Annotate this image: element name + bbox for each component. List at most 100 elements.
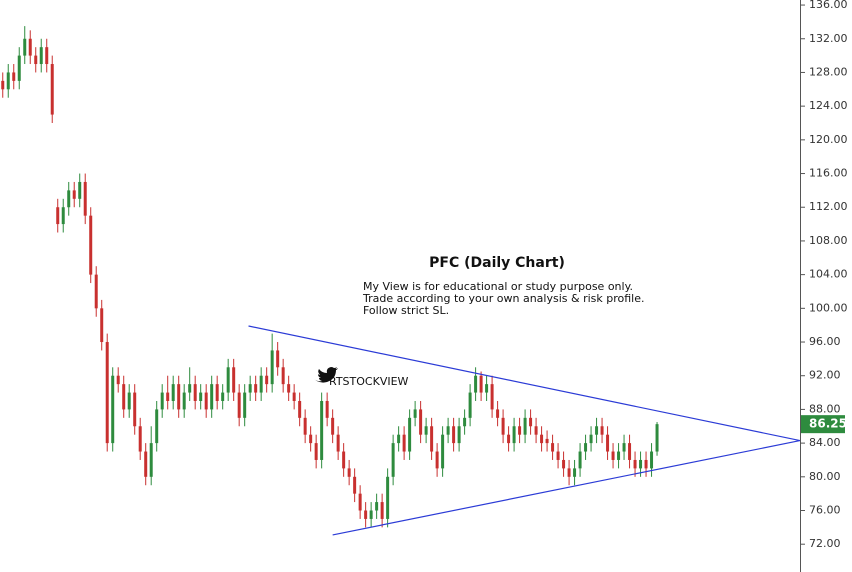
candle-body <box>562 459 566 469</box>
candle-body <box>105 342 109 444</box>
candle-body <box>650 451 654 469</box>
candle-body <box>589 434 593 444</box>
candle-body <box>94 274 98 309</box>
candle-body <box>12 72 16 81</box>
candle-body <box>551 443 555 452</box>
candle-body <box>149 443 153 477</box>
candle-body <box>463 417 467 427</box>
candle-body <box>375 502 379 511</box>
candle-body <box>358 493 362 511</box>
note: My View is for educational or study purp… <box>363 280 633 293</box>
y-tick-label: 132.00 <box>809 32 848 45</box>
candle-body <box>138 426 142 452</box>
candle-body <box>243 392 247 418</box>
note: Trade according to your own analysis & r… <box>362 292 645 305</box>
candle-body <box>573 468 577 477</box>
candle-body <box>452 426 456 444</box>
candle-body <box>391 443 395 477</box>
candle-body <box>166 392 170 401</box>
candle-body <box>501 417 505 435</box>
candle-body <box>23 38 27 56</box>
candle-body <box>67 190 71 208</box>
candle-body <box>595 426 599 435</box>
candle-body <box>331 417 335 435</box>
y-tick-label: 72.00 <box>809 537 841 550</box>
candle-body <box>512 426 516 444</box>
candle-body <box>265 375 269 385</box>
candle-body <box>188 384 192 393</box>
y-tick-label: 92.00 <box>809 369 841 382</box>
candle-body <box>111 375 115 444</box>
candle-body <box>237 392 241 418</box>
y-tick-label: 84.00 <box>809 436 841 449</box>
candle-body <box>320 400 324 460</box>
candle-body <box>386 476 390 519</box>
y-tick-label: 128.00 <box>809 65 848 78</box>
candle-body <box>457 426 461 444</box>
candle-body <box>50 64 54 115</box>
candle-body <box>1 80 5 90</box>
candle-body <box>314 443 318 460</box>
candle-body <box>270 350 274 385</box>
chart-title: PFC (Daily Chart) <box>429 255 565 271</box>
candle-body <box>83 181 87 216</box>
y-tick-label: 80.00 <box>809 470 841 483</box>
note: Follow strict SL. <box>363 304 449 317</box>
candle-body <box>496 409 500 418</box>
candle-body <box>628 443 632 460</box>
y-tick-label: 88.00 <box>809 402 841 415</box>
candle-body <box>441 434 445 469</box>
candle-body <box>199 392 203 401</box>
y-tick-label: 116.00 <box>809 167 848 180</box>
candle-body <box>408 417 412 452</box>
candle-body <box>342 451 346 469</box>
candle-body <box>556 451 560 460</box>
trendline <box>332 439 801 536</box>
candle-body <box>479 375 483 393</box>
candle-body <box>655 424 659 452</box>
candle-body <box>177 384 181 410</box>
last-price-label: 86.25 <box>809 417 847 431</box>
candle-body <box>144 451 148 477</box>
candle-body <box>193 384 197 401</box>
candle-body <box>171 384 175 401</box>
candle-body <box>6 72 10 90</box>
candle-body <box>298 400 302 418</box>
y-tick-label: 112.00 <box>809 200 848 213</box>
candle-body <box>254 384 258 393</box>
candle-body <box>221 392 225 401</box>
candle-body <box>226 367 230 393</box>
y-tick-label: 104.00 <box>809 268 848 281</box>
candle-body <box>545 438 549 444</box>
candle-body <box>529 417 533 427</box>
candle-body <box>182 392 186 410</box>
candle-body <box>600 426 604 435</box>
last-price-box <box>801 415 845 434</box>
y-tick-label: 120.00 <box>809 133 848 146</box>
candle-body <box>523 417 527 435</box>
candle-body <box>490 384 494 410</box>
candle-body <box>89 215 93 275</box>
candle-body <box>100 308 104 343</box>
candle-body <box>518 426 522 435</box>
candle-body <box>413 409 417 418</box>
y-tick-label: 124.00 <box>809 99 848 112</box>
y-tick-label: 108.00 <box>809 234 848 247</box>
candle-body <box>215 384 219 401</box>
candle-body <box>28 38 32 56</box>
candle-body <box>45 47 49 65</box>
candle-body <box>155 409 159 444</box>
candle-body <box>617 451 621 460</box>
candle-body <box>34 55 38 65</box>
candle-body <box>204 392 208 410</box>
candle-body <box>17 55 21 81</box>
candle-body <box>276 350 280 368</box>
candle-body <box>402 434 406 452</box>
candle-body <box>430 426 434 452</box>
candle-body <box>287 384 291 393</box>
y-tick-label: 96.00 <box>809 335 841 348</box>
candle-body <box>380 502 384 519</box>
candle-body <box>56 207 60 225</box>
candle-body <box>622 443 626 452</box>
